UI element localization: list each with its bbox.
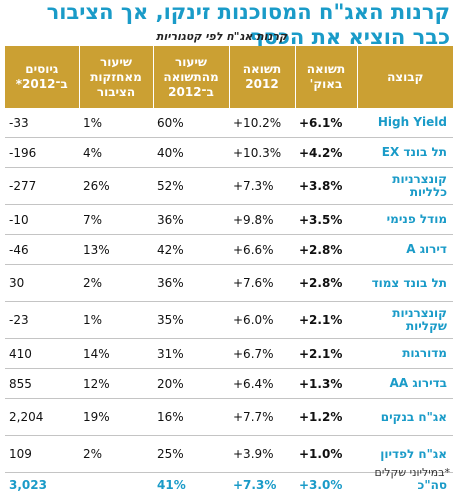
table-row: High Yield+6.1%+10.2%60%1%-33 bbox=[5, 108, 453, 138]
value-cell: +3.9% bbox=[229, 436, 295, 473]
value-cell: -23 bbox=[5, 302, 79, 339]
value-cell: +2.8% bbox=[295, 235, 357, 265]
column-header: גיוסים ב־2012* bbox=[5, 46, 79, 108]
value-cell: 42% bbox=[153, 235, 229, 265]
bond-funds-table: קבוצה תשואה באוק' תשואה 2012 שיעור מהתשו… bbox=[5, 46, 453, 497]
value-cell: +3.8% bbox=[295, 168, 357, 205]
table-row: דירוג A+2.8%+6.6%42%13%-46 bbox=[5, 235, 453, 265]
value-cell: +2.1% bbox=[295, 339, 357, 369]
value-cell: 14% bbox=[79, 339, 153, 369]
chart-subtitle: קרנות אג"ח לפי קטגוריות bbox=[156, 30, 287, 43]
value-cell: +7.6% bbox=[229, 265, 295, 302]
table-row: תל בונד צמוד+2.8%+7.6%36%2%30 bbox=[5, 265, 453, 302]
value-cell: +9.8% bbox=[229, 205, 295, 235]
table-row: קונצרניות שקליות+2.1%+6.0%35%1%-23 bbox=[5, 302, 453, 339]
value-cell: +10.2% bbox=[229, 108, 295, 138]
column-header: שיעור מאחזקות הציבור bbox=[79, 46, 153, 108]
value-cell: +3.5% bbox=[295, 205, 357, 235]
table-row: אג"ח בנקים+1.2%+7.7%16%19%2,204 bbox=[5, 399, 453, 436]
value-cell: 19% bbox=[79, 399, 153, 436]
value-cell: 40% bbox=[153, 138, 229, 168]
category-cell: אג"ח בנקים bbox=[357, 399, 453, 436]
table-row: מדורגות+2.1%+6.7%31%14%410 bbox=[5, 339, 453, 369]
column-header: קבוצה bbox=[357, 46, 453, 108]
value-cell: 25% bbox=[153, 436, 229, 473]
footnote: *במיליוני שקלים bbox=[375, 466, 450, 479]
column-header: שיעור מהתשואה ב־2012 bbox=[153, 46, 229, 108]
value-cell: 36% bbox=[153, 265, 229, 302]
value-cell: +7.7% bbox=[229, 399, 295, 436]
category-cell: תל בונד צמוד bbox=[357, 265, 453, 302]
value-cell: +6.6% bbox=[229, 235, 295, 265]
value-cell: 60% bbox=[153, 108, 229, 138]
value-cell: 16% bbox=[153, 399, 229, 436]
category-cell: דירוג A bbox=[357, 235, 453, 265]
value-cell: +2.8% bbox=[295, 265, 357, 302]
value-cell: +10.3% bbox=[229, 138, 295, 168]
value-cell: -277 bbox=[5, 168, 79, 205]
value-cell: 1% bbox=[79, 108, 153, 138]
infographic: קרנות האג"ח המסוכנות זינקו, אך הציבור כב… bbox=[0, 0, 458, 485]
value-cell: +1.0% bbox=[295, 436, 357, 473]
table-row: תל בונד EX+4.2%+10.3%40%4%-196 bbox=[5, 138, 453, 168]
value-cell: +6.4% bbox=[229, 369, 295, 399]
value-cell: 35% bbox=[153, 302, 229, 339]
category-cell: High Yield bbox=[357, 108, 453, 138]
value-cell: 410 bbox=[5, 339, 79, 369]
value-cell: 13% bbox=[79, 235, 153, 265]
value-cell: 7% bbox=[79, 205, 153, 235]
table-row: קונצרניות כלליות+3.8%+7.3%52%26%-277 bbox=[5, 168, 453, 205]
table-row: בדירוג AA+1.3%+6.4%20%12%855 bbox=[5, 369, 453, 399]
value-cell: 12% bbox=[79, 369, 153, 399]
value-cell: 20% bbox=[153, 369, 229, 399]
value-cell: 36% bbox=[153, 205, 229, 235]
category-cell: מודל פנימי bbox=[357, 205, 453, 235]
value-cell: 2% bbox=[79, 436, 153, 473]
value-cell: +2.1% bbox=[295, 302, 357, 339]
value-cell: +6.1% bbox=[295, 108, 357, 138]
category-cell: קונצרניות שקליות bbox=[357, 302, 453, 339]
category-cell: תל בונד EX bbox=[357, 138, 453, 168]
value-cell: +1.2% bbox=[295, 399, 357, 436]
value-cell: 855 bbox=[5, 369, 79, 399]
category-cell: קונצרניות כלליות bbox=[357, 168, 453, 205]
value-cell: -46 bbox=[5, 235, 79, 265]
value-cell: 4% bbox=[79, 138, 153, 168]
column-header: תשואה באוק' bbox=[295, 46, 357, 108]
column-header: תשואה 2012 bbox=[229, 46, 295, 108]
value-cell: 2% bbox=[79, 265, 153, 302]
value-cell: 26% bbox=[79, 168, 153, 205]
value-cell: 1% bbox=[79, 302, 153, 339]
value-cell: 109 bbox=[5, 436, 79, 473]
value-cell: -10 bbox=[5, 205, 79, 235]
value-cell: 30 bbox=[5, 265, 79, 302]
value-cell: +6.0% bbox=[229, 302, 295, 339]
value-cell: +1.3% bbox=[295, 369, 357, 399]
value-cell: -33 bbox=[5, 108, 79, 138]
value-cell: 52% bbox=[153, 168, 229, 205]
value-cell: +4.2% bbox=[295, 138, 357, 168]
table-header-row: קבוצה תשואה באוק' תשואה 2012 שיעור מהתשו… bbox=[5, 46, 453, 108]
category-cell: בדירוג AA bbox=[357, 369, 453, 399]
value-cell: -196 bbox=[5, 138, 79, 168]
table-row: מודל פנימי+3.5%+9.8%36%7%-10 bbox=[5, 205, 453, 235]
value-cell: 31% bbox=[153, 339, 229, 369]
value-cell: 2,204 bbox=[5, 399, 79, 436]
category-cell: מדורגות bbox=[357, 339, 453, 369]
value-cell: +6.7% bbox=[229, 339, 295, 369]
value-cell: +7.3% bbox=[229, 168, 295, 205]
